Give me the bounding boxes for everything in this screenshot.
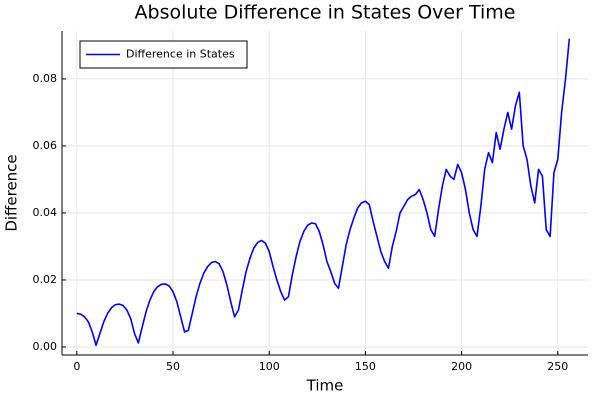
x-tick-label: 50 [166,360,180,373]
x-tick-label: 0 [73,360,80,373]
data-line [76,38,571,347]
x-tick-label: 150 [355,360,376,373]
y-tick-label: 0.00 [33,340,58,353]
x-tick-label: 200 [451,360,472,373]
y-axis-label: Difference [3,154,21,231]
x-tick-label: 250 [547,360,568,373]
legend-label: Difference in States [126,48,235,61]
chart-title: Absolute Difference in States Over Time [135,2,516,24]
y-tick-label: 0.08 [33,72,58,85]
y-tick-label: 0.04 [33,206,58,219]
y-tick-label: 0.06 [33,139,58,152]
x-tick-label: 100 [259,360,280,373]
x-axis-label: Time [306,377,344,395]
y-tick-label: 0.02 [33,273,58,286]
